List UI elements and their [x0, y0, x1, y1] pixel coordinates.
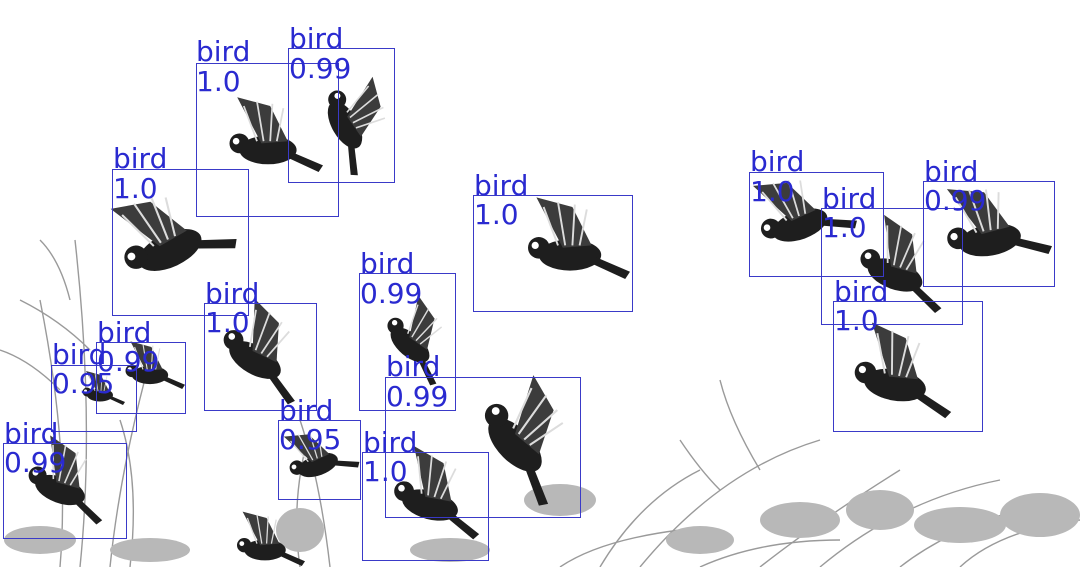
bbox-bird-14	[821, 208, 963, 325]
bbox-label-bird-5: bird	[97, 319, 151, 347]
bbox-score-bird-10: 0.99	[386, 383, 448, 411]
bbox-label-bird-12: bird	[474, 172, 528, 200]
bbox-bird-12	[473, 195, 633, 312]
bbox-score-bird-16: 1.0	[834, 307, 879, 335]
det-score: 1.0	[474, 198, 519, 231]
bbox-label-bird-6: bird	[52, 341, 106, 369]
det-score: 0.99	[97, 345, 160, 378]
det-class: bird	[4, 417, 59, 450]
det-class: bird	[924, 155, 979, 188]
det-score: 1.0	[822, 211, 867, 244]
bbox-label-bird-2: bird	[289, 25, 343, 53]
det-class: bird	[363, 426, 418, 459]
det-score: 0.95	[279, 423, 342, 456]
det-class: bird	[386, 350, 441, 383]
bbox-bird-7	[3, 443, 127, 539]
det-score: 0.99	[386, 380, 449, 413]
det-class: bird	[289, 22, 344, 55]
bbox-label-bird-11: bird	[363, 429, 417, 457]
det-score: 0.99	[4, 446, 67, 479]
bbox-score-bird-9: 0.99	[360, 280, 422, 308]
bbox-label-bird-3: bird	[113, 145, 167, 173]
det-class: bird	[205, 277, 260, 310]
bbox-score-bird-8: 0.95	[279, 426, 341, 454]
det-score: 1.0	[750, 175, 795, 208]
bbox-label-bird-8: bird	[279, 397, 333, 425]
bbox-score-bird-15: 0.99	[924, 187, 986, 215]
det-score: 1.0	[363, 455, 408, 488]
bbox-bird-6	[51, 365, 137, 432]
bbox-score-bird-1: 1.0	[196, 68, 241, 96]
det-score: 0.99	[360, 277, 423, 310]
grass-foreground	[0, 239, 1080, 567]
bbox-label-bird-16: bird	[834, 278, 888, 306]
bbox-score-bird-4: 1.0	[205, 309, 250, 337]
bbox-bird-1	[196, 63, 339, 217]
bbox-label-bird-1: bird	[196, 38, 250, 66]
bbox-score-bird-5: 0.99	[97, 348, 159, 376]
bbox-bird-9	[359, 273, 456, 411]
bbox-label-bird-7: bird	[4, 420, 58, 448]
bbox-score-bird-12: 1.0	[474, 201, 519, 229]
bbox-bird-13	[749, 172, 884, 277]
bbox-bird-2	[288, 48, 395, 183]
bbox-bird-4	[204, 303, 317, 411]
det-class: bird	[750, 145, 805, 178]
det-score: 1.0	[834, 304, 879, 337]
det-class: bird	[834, 275, 889, 308]
det-class: bird	[52, 338, 107, 371]
bbox-bird-10	[385, 377, 581, 518]
grass-tufts	[4, 484, 1080, 562]
bbox-score-bird-7: 0.99	[4, 449, 66, 477]
bbox-score-bird-14: 1.0	[822, 214, 867, 242]
bbox-bird-8	[278, 420, 361, 500]
bbox-label-bird-10: bird	[386, 353, 440, 381]
bbox-bird-5	[96, 342, 186, 414]
bbox-label-bird-15: bird	[924, 158, 978, 186]
det-class: bird	[279, 394, 334, 427]
det-score: 0.99	[289, 52, 352, 85]
bbox-score-bird-3: 1.0	[113, 175, 158, 203]
det-class: bird	[97, 316, 152, 349]
det-score: 0.99	[924, 184, 987, 217]
bbox-score-bird-2: 0.99	[289, 55, 351, 83]
bbox-score-bird-11: 1.0	[363, 458, 408, 486]
det-class: bird	[196, 35, 251, 68]
det-class: bird	[360, 247, 415, 280]
bbox-bird-15	[923, 181, 1055, 287]
det-score: 1.0	[205, 306, 250, 339]
det-class: bird	[113, 142, 168, 175]
det-class: bird	[474, 169, 529, 202]
bbox-score-bird-13: 1.0	[750, 178, 795, 206]
det-score: 0.95	[52, 367, 115, 400]
det-class: bird	[822, 182, 877, 215]
det-score: 1.0	[196, 65, 241, 98]
bbox-bird-16	[833, 301, 983, 432]
bbox-label-bird-14: bird	[822, 185, 876, 213]
det-score: 1.0	[113, 172, 158, 205]
bbox-bird-11	[362, 452, 489, 561]
bbox-label-bird-13: bird	[750, 148, 804, 176]
bbox-label-bird-9: bird	[360, 250, 414, 278]
bbox-label-bird-4: bird	[205, 280, 259, 308]
bbox-score-bird-6: 0.95	[52, 370, 114, 398]
bbox-bird-3	[112, 169, 249, 316]
